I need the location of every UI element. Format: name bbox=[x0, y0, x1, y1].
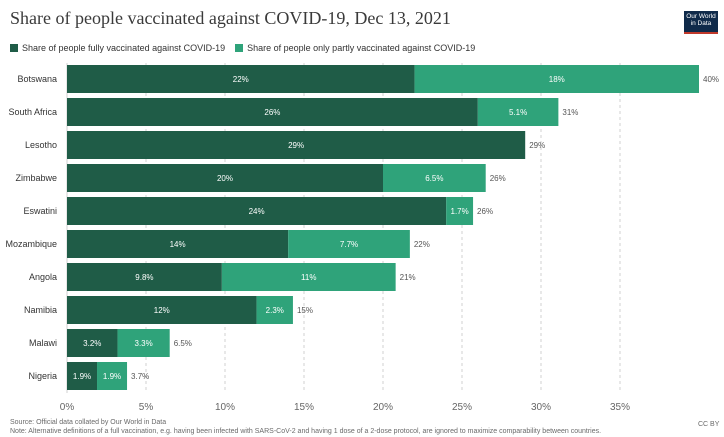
data-label-fully: 1.9% bbox=[73, 372, 91, 381]
definition-note: Note: Alternative definitions of a full … bbox=[10, 428, 602, 435]
data-label-fully: 12% bbox=[154, 306, 170, 315]
bar-partly-vaccinated bbox=[383, 164, 486, 192]
bar-partly-vaccinated bbox=[477, 98, 559, 126]
bar-fully-vaccinated bbox=[67, 263, 222, 291]
bar-fully-vaccinated bbox=[67, 296, 257, 324]
data-label-total: 6.5% bbox=[174, 339, 192, 348]
bar-partly-vaccinated bbox=[414, 65, 699, 93]
data-label-total: 26% bbox=[477, 207, 493, 216]
category-label: Lesotho bbox=[25, 140, 57, 150]
data-label-fully: 22% bbox=[233, 75, 249, 84]
bar-partly-vaccinated bbox=[221, 263, 396, 291]
legend-swatch-full bbox=[10, 44, 18, 52]
data-label-total: 21% bbox=[400, 273, 416, 282]
data-label-total: 3.7% bbox=[131, 372, 149, 381]
category-label: Namibia bbox=[24, 305, 57, 315]
chart-title: Share of people vaccinated against COVID… bbox=[10, 8, 451, 28]
data-label-total: 31% bbox=[562, 108, 578, 117]
data-label-fully: 26% bbox=[264, 108, 280, 117]
bar-fully-vaccinated bbox=[67, 98, 478, 126]
source-note: Source: Official data collated by Our Wo… bbox=[10, 419, 167, 426]
data-label-partly: 5.1% bbox=[509, 108, 527, 117]
category-label: Nigeria bbox=[28, 371, 57, 381]
legend-item-full[interactable]: Share of people fully vaccinated against… bbox=[10, 43, 225, 53]
logo-line-1: Our World bbox=[686, 13, 716, 20]
legend-label-partial: Share of people only partly vaccinated a… bbox=[247, 43, 476, 53]
data-label-fully: 24% bbox=[249, 207, 265, 216]
x-tick-label: 15% bbox=[294, 402, 314, 413]
category-label: Mozambique bbox=[5, 239, 57, 249]
data-label-partly: 6.5% bbox=[425, 174, 443, 183]
x-tick-label: 30% bbox=[531, 402, 551, 413]
data-label-fully: 29% bbox=[288, 141, 304, 150]
legend-label-full: Share of people fully vaccinated against… bbox=[22, 43, 226, 53]
x-tick-label: 25% bbox=[452, 402, 472, 413]
category-label: Eswatini bbox=[23, 206, 57, 216]
data-label-partly: 1.9% bbox=[103, 372, 121, 381]
bar-fully-vaccinated bbox=[67, 65, 415, 93]
data-label-total: 15% bbox=[297, 306, 313, 315]
data-label-total: 22% bbox=[414, 240, 430, 249]
bar-fully-vaccinated bbox=[67, 230, 289, 258]
data-label-partly: 11% bbox=[301, 273, 316, 282]
bar-fully-vaccinated bbox=[67, 329, 118, 357]
data-label-total: 26% bbox=[490, 174, 506, 183]
legend-item-partial[interactable]: Share of people only partly vaccinated a… bbox=[235, 43, 475, 53]
category-label: Zimbabwe bbox=[15, 173, 57, 183]
bar-partly-vaccinated bbox=[117, 329, 170, 357]
data-label-fully: 20% bbox=[217, 174, 233, 183]
owid-logo[interactable]: Our World in Data bbox=[684, 11, 718, 34]
data-label-partly: 7.7% bbox=[340, 240, 358, 249]
data-label-fully: 3.2% bbox=[83, 339, 101, 348]
bar-partly-vaccinated bbox=[97, 362, 128, 390]
data-label-fully: 9.8% bbox=[135, 273, 153, 282]
bar-fully-vaccinated bbox=[67, 164, 383, 192]
category-label: Angola bbox=[29, 272, 57, 282]
data-label-total: 40% bbox=[703, 75, 719, 84]
data-label-total: 29% bbox=[529, 141, 545, 150]
data-label-fully: 14% bbox=[170, 240, 186, 249]
category-label: South Africa bbox=[8, 107, 57, 117]
bar-partly-vaccinated bbox=[446, 197, 474, 225]
license-link[interactable]: CC BY bbox=[698, 421, 720, 428]
logo-line-2: in Data bbox=[690, 20, 712, 27]
legend: Share of people fully vaccinated against… bbox=[10, 43, 485, 53]
legend-swatch-partial bbox=[235, 44, 244, 52]
x-tick-label: 5% bbox=[139, 402, 154, 413]
data-label-partly: 1.7% bbox=[451, 207, 469, 216]
bar-fully-vaccinated bbox=[67, 197, 447, 225]
x-tick-label: 20% bbox=[373, 402, 393, 413]
x-tick-label: 0% bbox=[60, 402, 75, 413]
data-label-partly: 3.3% bbox=[135, 339, 153, 348]
bar-partly-vaccinated bbox=[288, 230, 410, 258]
data-label-partly: 18% bbox=[549, 75, 565, 84]
x-tick-label: 10% bbox=[215, 402, 235, 413]
x-tick-label: 35% bbox=[610, 402, 630, 413]
data-label-partly: 2.3% bbox=[266, 306, 284, 315]
bar-partly-vaccinated bbox=[256, 296, 293, 324]
category-label: Malawi bbox=[29, 338, 57, 348]
bar-fully-vaccinated bbox=[67, 131, 526, 159]
category-label: Botswana bbox=[17, 74, 57, 84]
bar-fully-vaccinated bbox=[67, 362, 98, 390]
